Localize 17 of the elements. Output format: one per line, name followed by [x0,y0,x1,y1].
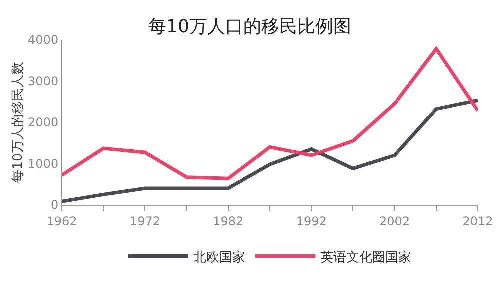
x-tick-label: 1962 [46,214,78,228]
x-tick-label: 1972 [130,214,160,228]
line-series [62,47,478,180]
legend-label: 英语文化圈国家 [320,249,412,266]
y-tick-label: 0 [50,198,59,212]
y-tick-label: 4000 [28,33,59,48]
y-tick-label: 1000 [28,156,59,171]
line-series [62,98,478,204]
x-tick-label: 2012 [462,214,494,228]
legend-label: 北欧国家 [194,249,246,266]
x-tick-label: 1992 [296,214,327,228]
y-tick-label: 3000 [28,74,59,88]
x-tick-label: 2002 [380,214,410,228]
chart-title: 每10万人口的移民比例图 [148,16,352,38]
y-tick-label: 2000 [28,116,59,130]
x-tick-label: 1982 [213,214,244,228]
y-axis-title: 每10万人的移民人数 [11,62,26,183]
